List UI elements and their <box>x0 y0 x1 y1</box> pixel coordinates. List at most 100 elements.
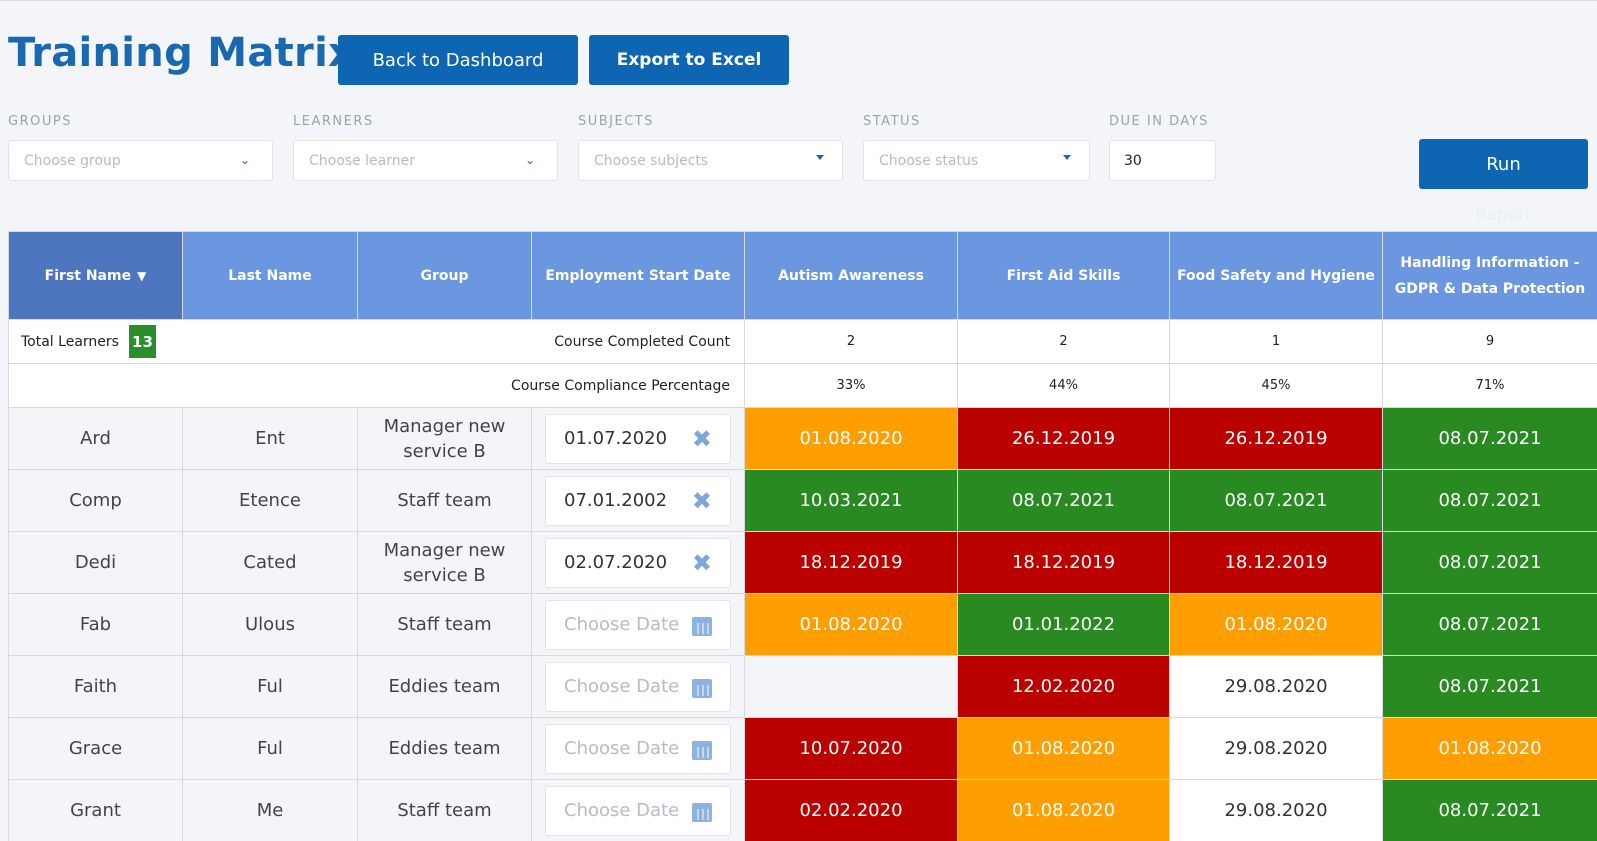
course-status-cell[interactable]: 01.08.2020 <box>957 779 1170 841</box>
course-status-cell[interactable]: 01.08.2020 <box>1169 593 1383 656</box>
last-name-cell: Ent <box>182 407 358 470</box>
header-course[interactable]: First Aid Skills <box>957 231 1170 320</box>
first-name-cell: Ard <box>8 407 183 470</box>
compliance-percentage-value: 71% <box>1382 363 1597 408</box>
course-status-cell[interactable]: 26.12.2019 <box>957 407 1170 470</box>
course-status-cell[interactable]: 08.07.2021 <box>1169 469 1383 532</box>
due-in-days-input[interactable]: 30 <box>1109 140 1216 181</box>
groups-label: GROUPS <box>8 114 72 129</box>
start-date-cell: Choose Date <box>531 655 745 718</box>
start-date-picker[interactable]: Choose Date <box>545 785 731 836</box>
course-status-cell[interactable]: 08.07.2021 <box>957 469 1170 532</box>
course-status-cell[interactable]: 01.01.2022 <box>957 593 1170 656</box>
clear-date-icon[interactable]: ✖ <box>691 548 712 577</box>
course-status-cell[interactable]: 02.02.2020 <box>744 779 958 841</box>
start-date-placeholder: Choose Date <box>564 738 680 759</box>
learners-label: LEARNERS <box>293 114 374 129</box>
start-date-picker[interactable]: 02.07.2020 ✖ <box>545 537 731 588</box>
course-status-cell[interactable]: 10.03.2021 <box>744 469 958 532</box>
course-status-cell[interactable]: 29.08.2020 <box>1169 779 1383 841</box>
header-first-name[interactable]: First Name ▼ <box>8 231 183 320</box>
compliance-percentage-label: Course Compliance Percentage <box>8 363 745 408</box>
header-group[interactable]: Group <box>357 231 532 320</box>
course-status-cell[interactable]: 01.08.2020 <box>1382 717 1597 780</box>
export-to-excel-button[interactable]: Export to Excel <box>589 35 789 85</box>
start-date-value: 02.07.2020 <box>564 552 668 573</box>
header-last-name[interactable]: Last Name <box>182 231 358 320</box>
groups-placeholder: Choose group <box>24 152 121 169</box>
last-name-cell: Ful <box>182 655 358 718</box>
start-date-picker[interactable]: 01.07.2020 ✖ <box>545 413 731 464</box>
compliance-percentage-value: 33% <box>744 363 958 408</box>
course-status-cell[interactable]: 26.12.2019 <box>1169 407 1383 470</box>
calendar-icon[interactable] <box>692 676 712 698</box>
chevron-down-icon: ▼ <box>137 268 147 283</box>
start-date-placeholder: Choose Date <box>564 676 680 697</box>
start-date-picker[interactable]: Choose Date <box>545 661 731 712</box>
start-date-cell: 02.07.2020 ✖ <box>531 531 745 594</box>
course-status-cell[interactable]: 01.08.2020 <box>957 717 1170 780</box>
calendar-icon[interactable] <box>692 738 712 760</box>
course-status-cell[interactable]: 08.07.2021 <box>1382 779 1597 841</box>
course-status-cell[interactable]: 29.08.2020 <box>1169 655 1383 718</box>
course-status-cell[interactable]: 08.07.2021 <box>1382 593 1597 656</box>
due-in-days-label: DUE IN DAYS <box>1109 114 1209 129</box>
total-learners: Total Learners 13 <box>9 325 156 358</box>
calendar-icon[interactable] <box>692 614 712 636</box>
back-to-dashboard-button[interactable]: Back to Dashboard <box>338 35 578 85</box>
compliance-percentage-value: 44% <box>957 363 1170 408</box>
completed-count-value: 9 <box>1382 319 1597 364</box>
start-date-picker[interactable]: 07.01.2002 ✖ <box>545 475 731 526</box>
header-course[interactable]: Food Safety and Hygiene <box>1169 231 1383 320</box>
start-date-placeholder: Choose Date <box>564 800 680 821</box>
total-learners-label: Total Learners <box>21 333 119 350</box>
start-date-cell: 01.07.2020 ✖ <box>531 407 745 470</box>
start-date-cell: 07.01.2002 ✖ <box>531 469 745 532</box>
group-cell: Staff team <box>357 469 532 532</box>
subjects-select[interactable]: Choose subjects <box>578 140 843 181</box>
course-status-cell[interactable]: 18.12.2019 <box>957 531 1170 594</box>
training-matrix-table: Total Learners 13 Course Completed Count… <box>8 231 1597 841</box>
start-date-placeholder: Choose Date <box>564 614 680 635</box>
course-status-cell[interactable]: 08.07.2021 <box>1382 407 1597 470</box>
start-date-picker[interactable]: Choose Date <box>545 599 731 650</box>
clear-date-icon[interactable]: ✖ <box>691 424 712 453</box>
clear-date-icon[interactable]: ✖ <box>691 486 712 515</box>
course-status-cell[interactable]: 08.07.2021 <box>1382 469 1597 532</box>
start-date-picker[interactable]: Choose Date <box>545 723 731 774</box>
summary-completed-cell: Total Learners 13 Course Completed Count <box>8 319 745 364</box>
course-status-cell[interactable]: 01.08.2020 <box>744 593 958 656</box>
start-date-cell: Choose Date <box>531 593 745 656</box>
completed-count-label: Course Completed Count <box>554 333 730 350</box>
header-employment-start-date[interactable]: Employment Start Date <box>531 231 745 320</box>
course-status-cell[interactable]: 12.02.2020 <box>957 655 1170 718</box>
calendar-icon[interactable] <box>692 800 712 822</box>
course-status-cell[interactable]: 29.08.2020 <box>1169 717 1383 780</box>
completed-count-value: 2 <box>957 319 1170 364</box>
learners-select[interactable]: Choose learner ⌄ <box>293 140 558 181</box>
chevron-down-icon: ⌄ <box>240 153 251 167</box>
header-course[interactable]: Autism Awareness <box>744 231 958 320</box>
last-name-cell: Cated <box>182 531 358 594</box>
status-select[interactable]: Choose status <box>863 140 1090 181</box>
course-status-cell[interactable]: 08.07.2021 <box>1382 655 1597 718</box>
header-first-name-label: First Name <box>44 267 132 284</box>
compliance-percentage-value: 45% <box>1169 363 1383 408</box>
course-status-cell[interactable]: 18.12.2019 <box>744 531 958 594</box>
course-status-cell[interactable]: 01.08.2020 <box>744 407 958 470</box>
course-status-cell[interactable] <box>744 655 958 718</box>
course-status-cell[interactable]: 10.07.2020 <box>744 717 958 780</box>
course-status-cell[interactable]: 18.12.2019 <box>1169 531 1383 594</box>
last-name-cell: Ful <box>182 717 358 780</box>
group-cell: Staff team <box>357 779 532 841</box>
status-label: STATUS <box>863 114 921 129</box>
groups-select[interactable]: Choose group ⌄ <box>8 140 273 181</box>
first-name-cell: Faith <box>8 655 183 718</box>
learners-placeholder: Choose learner <box>309 152 415 169</box>
summary-row-compliance: Course Compliance Percentage 33% 44% 45%… <box>8 363 1597 408</box>
course-status-cell[interactable]: 08.07.2021 <box>1382 531 1597 594</box>
last-name-cell: Me <box>182 779 358 841</box>
start-date-cell: Choose Date <box>531 717 745 780</box>
header-course[interactable]: Handling Information - GDPR & Data Prote… <box>1382 231 1597 320</box>
run-report-button[interactable]: Run <box>1419 139 1588 189</box>
